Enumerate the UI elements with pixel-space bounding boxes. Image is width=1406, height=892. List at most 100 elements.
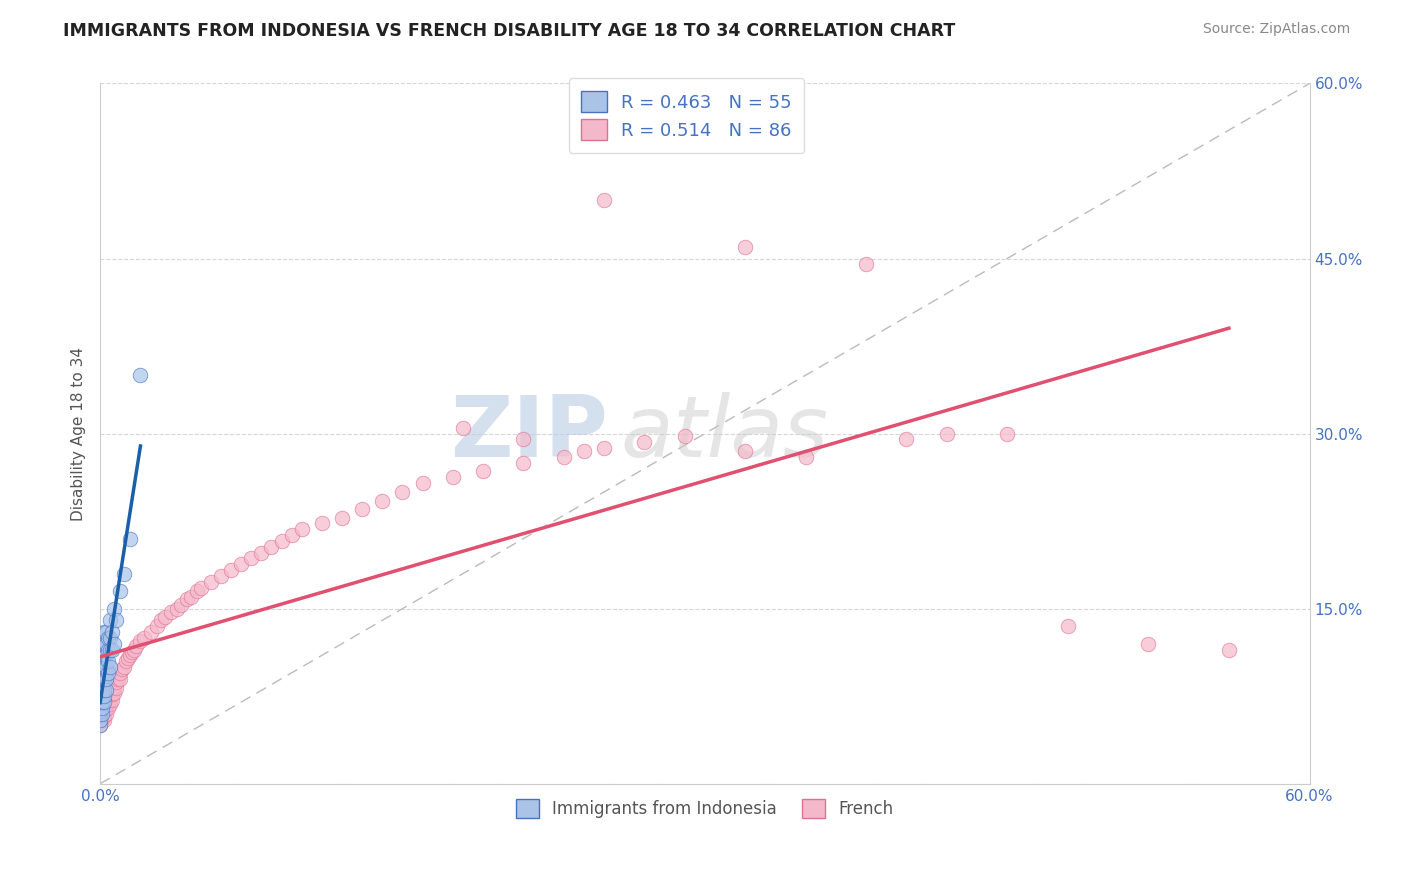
Point: [633, 434, 655, 449]
Point: [159, 605, 181, 619]
Point: [89, 683, 111, 698]
Point: [96, 625, 118, 640]
Point: [512, 456, 534, 470]
Point: [98, 613, 121, 627]
Point: [98, 631, 121, 645]
Point: [352, 502, 374, 516]
Text: IMMIGRANTS FROM INDONESIA VS FRENCH DISABILITY AGE 18 TO 34 CORRELATION CHART: IMMIGRANTS FROM INDONESIA VS FRENCH DISA…: [63, 22, 956, 40]
Point: [101, 625, 124, 640]
Point: [176, 592, 198, 607]
Point: [97, 701, 120, 715]
Point: [89, 673, 111, 688]
Point: [125, 639, 148, 653]
Point: [734, 444, 756, 458]
Point: [105, 681, 128, 695]
Point: [200, 574, 222, 589]
Point: [110, 672, 132, 686]
Point: [89, 689, 111, 703]
Point: [89, 686, 111, 700]
Point: [91, 677, 114, 691]
Point: [593, 193, 616, 207]
Point: [111, 662, 134, 676]
Point: [995, 426, 1018, 441]
Point: [93, 713, 115, 727]
Point: [96, 683, 118, 698]
Point: [855, 257, 877, 271]
Point: [97, 642, 120, 657]
Point: [91, 660, 114, 674]
Point: [89, 680, 111, 694]
Point: [112, 566, 135, 581]
Point: [101, 642, 124, 657]
Point: [260, 540, 283, 554]
Point: [120, 532, 142, 546]
Point: [391, 485, 413, 500]
Point: [291, 522, 314, 536]
Point: [93, 625, 115, 640]
Point: [96, 648, 118, 663]
Point: [553, 450, 575, 464]
Point: [794, 450, 817, 464]
Point: [103, 601, 125, 615]
Point: [103, 637, 125, 651]
Point: [97, 631, 120, 645]
Point: [105, 613, 128, 627]
Point: [250, 546, 273, 560]
Point: [186, 584, 208, 599]
Point: [572, 444, 595, 458]
Point: [120, 648, 142, 663]
Point: [311, 516, 333, 531]
Point: [96, 695, 118, 709]
Point: [98, 686, 121, 700]
Point: [91, 706, 114, 721]
Legend: Immigrants from Indonesia, French: Immigrants from Indonesia, French: [509, 792, 901, 824]
Point: [91, 713, 114, 727]
Point: [89, 718, 111, 732]
Point: [97, 695, 120, 709]
Point: [93, 686, 115, 700]
Text: ZIP: ZIP: [450, 392, 607, 475]
Point: [96, 706, 118, 721]
Point: [412, 475, 434, 490]
Point: [472, 464, 495, 478]
Point: [180, 590, 202, 604]
Point: [209, 569, 232, 583]
Point: [451, 421, 474, 435]
Point: [673, 429, 696, 443]
Point: [124, 642, 146, 657]
Point: [91, 665, 114, 680]
Text: atlas: atlas: [620, 392, 828, 475]
Point: [89, 706, 111, 721]
Point: [110, 665, 132, 680]
Point: [91, 706, 114, 721]
Point: [115, 654, 138, 668]
Point: [96, 701, 118, 715]
Point: [89, 718, 111, 732]
Point: [93, 695, 115, 709]
Point: [96, 660, 118, 674]
Point: [1137, 637, 1160, 651]
Point: [96, 689, 118, 703]
Point: [91, 683, 114, 698]
Point: [112, 660, 135, 674]
Point: [190, 581, 212, 595]
Point: [89, 713, 111, 727]
Point: [91, 672, 114, 686]
Point: [89, 701, 111, 715]
Point: [91, 683, 114, 698]
Point: [166, 601, 188, 615]
Point: [93, 695, 115, 709]
Point: [105, 675, 128, 690]
Point: [134, 631, 156, 645]
Point: [91, 695, 114, 709]
Point: [231, 558, 253, 572]
Point: [93, 709, 115, 723]
Point: [98, 691, 121, 706]
Point: [93, 672, 115, 686]
Point: [103, 686, 125, 700]
Point: [89, 706, 111, 721]
Point: [97, 665, 120, 680]
Point: [734, 240, 756, 254]
Point: [93, 648, 115, 663]
Point: [170, 598, 193, 612]
